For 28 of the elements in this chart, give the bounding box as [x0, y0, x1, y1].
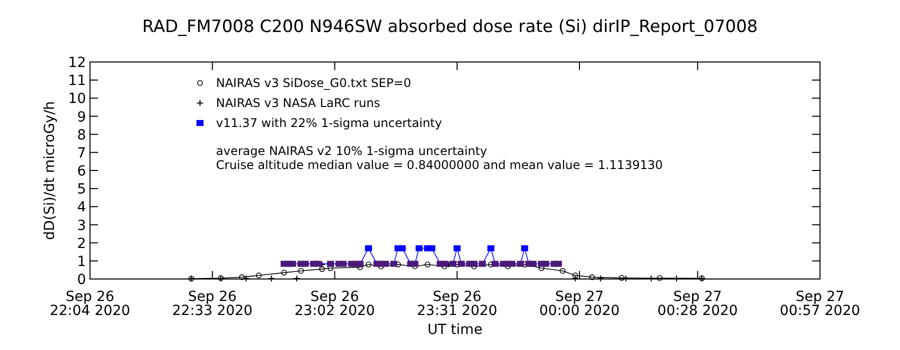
y-tick-label: 11: [68, 73, 86, 90]
y-tick-label: 8: [77, 127, 86, 144]
y-tick-label: 1: [77, 254, 86, 270]
y-tick-label: 3: [77, 218, 86, 234]
y-tick-label: 5: [77, 182, 86, 198]
y-tick-label: 9: [77, 109, 86, 126]
y-tick-label: 7: [77, 145, 86, 162]
chart-title: RAD_FM7008 C200 N946SW absorbed dose rate (Si) dirIP_Report_07008: [142, 17, 758, 37]
y-axis-title: dD(Si)/dt microGy/h: [42, 101, 58, 240]
y-tick-label: 10: [68, 91, 86, 108]
annotation: Cruise altitude median value = 0.84000000 and mean value = 1.1139130: [216, 158, 663, 172]
x-tick-label: Sep 27 00:57 2020: [780, 289, 860, 319]
y-tick-label: 0: [77, 272, 86, 288]
x-tick-label: Sep 26 23:02 2020: [294, 289, 375, 319]
x-tick-label: Sep 26 23:31 2020: [416, 289, 498, 319]
x-tick-label: Sep 27 00:28 2020: [657, 289, 738, 319]
y-tick-label: 4: [77, 200, 86, 216]
x-tick-label: Sep 26 22:04 2020: [50, 289, 130, 319]
legend-label: v11.37 with 22% 1-sigma uncertainty: [216, 116, 442, 130]
y-tick-label: 12: [68, 55, 86, 71]
annotation: average NAIRAS v2 10% 1-sigma uncertainty: [216, 144, 488, 158]
y-tick-label: 2: [77, 236, 86, 252]
x-tick-label: Sep 27 00:00 2020: [539, 289, 620, 319]
y-tick-label: 6: [77, 164, 86, 180]
legend-label: NAIRAS v3 NASA LaRC runs: [216, 96, 380, 110]
legend-label: NAIRAS v3 SiDose_G0.txt SEP=0: [216, 76, 412, 90]
x-tick-label: Sep 26 22:33 2020: [172, 289, 253, 319]
x-axis-title: UT time: [428, 322, 482, 338]
